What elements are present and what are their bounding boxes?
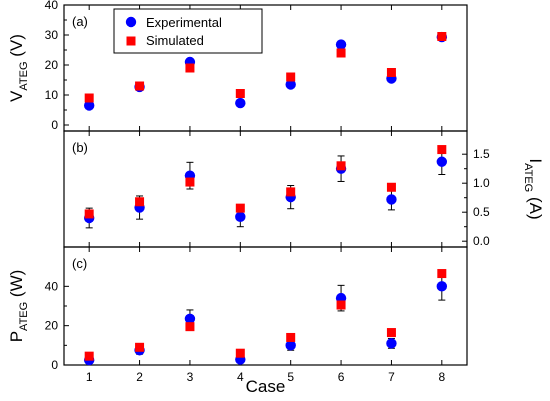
simulated-point [336, 48, 346, 58]
simulated-point [336, 300, 346, 310]
experimental-point [235, 97, 246, 109]
simulated-point [286, 72, 296, 82]
legend-box [113, 8, 263, 54]
simulated-point [84, 93, 94, 103]
simulated-point [84, 209, 94, 219]
experimental-point [184, 313, 196, 324]
x-tick-label: 5 [287, 370, 294, 384]
panel-3: 0 20 40 PATEG (W) (c) 1 2 3 4 5 6 7 8 Case [7, 246, 468, 396]
y-axis-title: VATEG (V) [7, 34, 30, 102]
simulated-point [286, 187, 296, 197]
simulated-point [84, 351, 94, 361]
simulated-point [135, 342, 145, 352]
x-tick-label: 1 [86, 370, 93, 384]
x-tick-label: 8 [438, 370, 445, 384]
x-tick-label: 6 [338, 370, 345, 384]
experimental-point [436, 156, 448, 167]
y-tick-label: 40 [45, 0, 59, 12]
y-tick-label: 1.0 [473, 176, 490, 190]
legend-marker-experimental [125, 16, 137, 28]
panel-1: 0 10 20 30 40 VATEG (V) (a) Experimental Simulat… [7, 0, 468, 132]
x-tick-label: 2 [136, 370, 143, 384]
y-axis-title: PATEG (W) [7, 270, 30, 343]
simulated-point [437, 32, 447, 41]
y-tick-label: 0.0 [473, 234, 490, 248]
simulated-point [386, 68, 396, 77]
simulated-point [185, 177, 195, 187]
experimental-point [83, 100, 95, 111]
y-tick-label: 30 [45, 28, 59, 42]
y-tick-label: 0.5 [473, 205, 490, 219]
y-axis-title: IATEG (A) [522, 158, 545, 219]
panel-label: (c) [72, 256, 87, 271]
experimental-point [335, 39, 347, 50]
y-tick-label: 40 [45, 279, 59, 293]
legend-label-experimental: Experimental [146, 15, 222, 30]
simulated-point [286, 332, 296, 342]
experimental-point [386, 338, 397, 349]
legend-label-simulated: Simulated [146, 33, 204, 48]
simulated-point [437, 145, 447, 155]
x-tick-label: 4 [237, 370, 244, 384]
panel-label: (a) [72, 14, 88, 29]
x-tick-label: 7 [388, 370, 395, 384]
simulated-point [336, 161, 346, 171]
simulated-point [235, 89, 245, 98]
simulated-point [185, 322, 195, 332]
experimental-point [235, 211, 246, 223]
y-tick-label: 10 [45, 88, 59, 102]
panel-label: (b) [72, 140, 88, 155]
experimental-point [386, 194, 397, 205]
simulated-point [135, 81, 145, 91]
x-axis-title: Case [246, 377, 286, 396]
experimental-point [436, 281, 448, 292]
simulated-point [185, 63, 195, 73]
y-tick-label: 0 [51, 118, 58, 132]
panel-frame [63, 246, 468, 366]
y-tick-label: 20 [45, 319, 59, 333]
legend-marker-simulated [126, 36, 136, 46]
y-tick-label: 0 [51, 358, 58, 372]
legend: Experimental Simulated [113, 8, 263, 54]
experimental-point [285, 340, 296, 351]
simulated-point [437, 269, 447, 279]
experimental-point [285, 79, 296, 90]
x-tick-label: 3 [187, 370, 194, 384]
simulated-point [135, 197, 145, 207]
simulated-point [386, 182, 396, 192]
y-tick-label: 20 [45, 58, 59, 72]
panel-2: 0.0 0.5 1.0 1.5 IATEG (A) (b) [63, 130, 545, 248]
panel-frame [63, 130, 468, 248]
simulated-point [235, 348, 245, 358]
y-tick-label: 1.5 [473, 147, 490, 161]
simulated-point [235, 203, 245, 213]
simulated-point [386, 328, 396, 338]
